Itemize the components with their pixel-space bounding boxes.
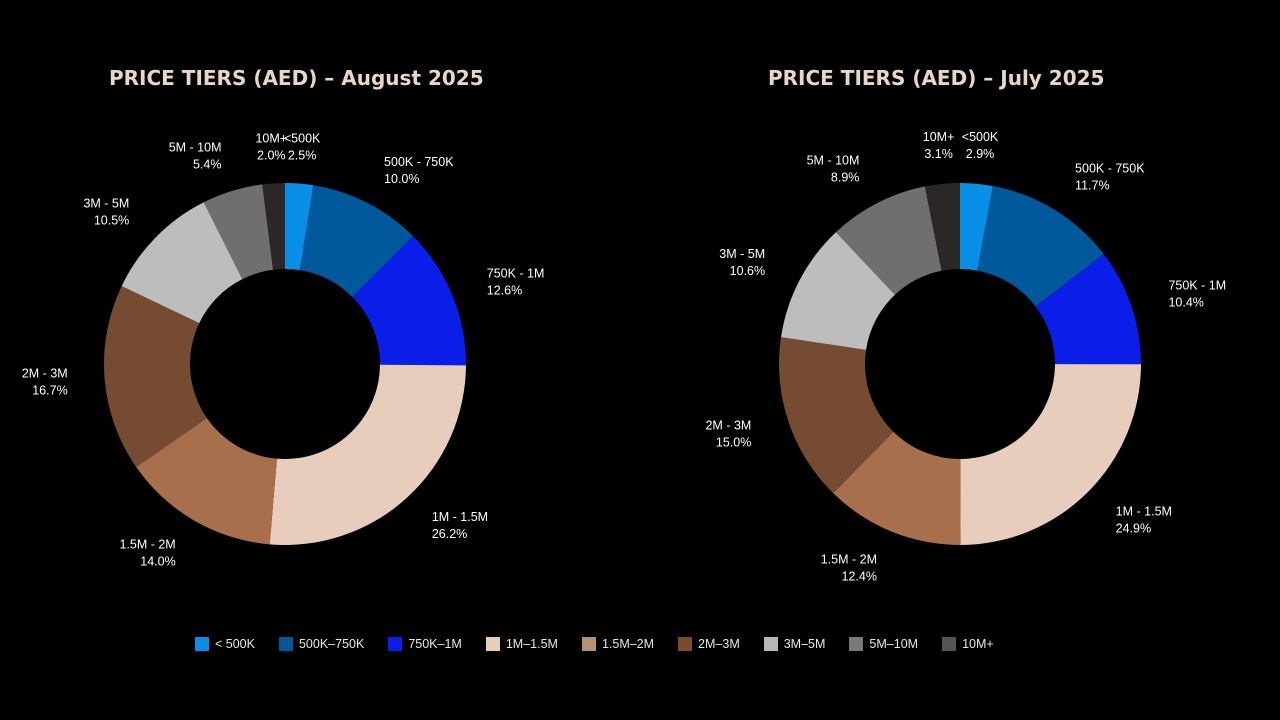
august-slice-1 <box>299 185 414 297</box>
august-slice-percent-3: 26.2% <box>432 527 467 541</box>
august-slice-label-8: 10M+ <box>255 131 287 145</box>
legend-swatch <box>388 637 403 651</box>
july-slice-percent-1: 11.7% <box>1075 178 1110 192</box>
august-slice-label-1: 500K - 750K <box>384 155 454 169</box>
legend-item-1: 500K–750K <box>278 637 365 651</box>
july-slice-label-7: 5M - 10M <box>807 153 860 167</box>
july-slice-label-0: <500K <box>962 130 999 144</box>
august-slice-3 <box>269 364 466 546</box>
legend-swatch <box>942 637 957 651</box>
july-slice-percent-4: 12.4% <box>842 570 877 584</box>
july-slice-percent-0: 2.9% <box>966 147 995 161</box>
legend-item-5: 2M–3M <box>678 637 740 651</box>
august-slice-percent-1: 10.0% <box>384 172 419 186</box>
legend-label: 2M–3M <box>698 637 740 651</box>
donut-chart-august: <500K 2.5% 500K - 750K 10.0% 750K - 1M 12.6% 1… <box>22 131 545 569</box>
legend: < 500K 500K–750K 750K–1M 1M–1.5M 1.5M–2M 2M–3… <box>195 634 1018 654</box>
legend-item-3: 1M–1.5M <box>485 637 558 651</box>
august-slice-8 <box>262 183 285 270</box>
august-slice-percent-4: 14.0% <box>140 555 175 569</box>
july-slice-2 <box>1035 254 1141 365</box>
legend-item-7: 5M–10M <box>849 637 918 651</box>
august-slice-percent-8: 2.0% <box>257 148 286 162</box>
chart-title-july: PRICE TIERS (AED) – July 2025 <box>768 66 1105 90</box>
july-slice-0 <box>960 183 993 271</box>
july-slice-label-5: 2M - 3M <box>705 419 751 433</box>
legend-label: 1M–1.5M <box>505 637 558 651</box>
july-slice-percent-5: 15.0% <box>716 436 751 450</box>
donut-chart-july: <500K 2.9% 500K - 750K 11.7% 750K - 1M 10.4% 1… <box>705 130 1226 584</box>
july-slice-label-2: 750K - 1M <box>1168 279 1226 293</box>
legend-item-8: 10M+ <box>942 637 994 651</box>
legend-swatch <box>849 637 864 651</box>
july-slice-1 <box>977 186 1104 307</box>
july-slice-3 <box>960 364 1141 545</box>
july-slice-label-1: 500K - 750K <box>1075 161 1145 175</box>
legend-label: 10M+ <box>962 637 994 651</box>
chart-title-august: PRICE TIERS (AED) – August 2025 <box>109 66 484 90</box>
legend-label: 500K–750K <box>298 637 365 651</box>
august-slice-percent-0: 2.5% <box>288 149 317 163</box>
july-slice-percent-2: 10.4% <box>1168 296 1203 310</box>
july-slice-4 <box>833 431 961 545</box>
july-slice-label-6: 3M - 5M <box>719 247 765 261</box>
august-slice-4 <box>136 418 277 545</box>
july-slice-label-3: 1M - 1.5M <box>1116 504 1172 518</box>
legend-label: 1.5M–2M <box>601 637 655 651</box>
august-slice-label-4: 1.5M - 2M <box>119 538 175 552</box>
july-slice-7 <box>835 186 942 295</box>
legend-label: 5M–10M <box>869 637 919 651</box>
july-slice-label-8: 10M+ <box>923 130 955 144</box>
august-slice-0 <box>285 183 314 271</box>
july-slice-percent-7: 8.9% <box>831 170 860 184</box>
july-slice-percent-6: 10.6% <box>730 264 765 278</box>
august-slice-label-2: 750K - 1M <box>487 266 545 280</box>
july-slice-5 <box>779 337 894 494</box>
legend-item-0: < 500K <box>195 637 255 651</box>
august-slice-percent-6: 10.5% <box>94 213 129 227</box>
august-slice-2 <box>352 236 466 366</box>
legend-swatch <box>581 637 596 651</box>
legend-swatch <box>278 637 293 651</box>
august-slice-7 <box>203 184 274 280</box>
legend-label: 750K–1M <box>408 637 462 651</box>
august-slice-percent-5: 16.7% <box>32 383 67 397</box>
august-slice-percent-7: 5.4% <box>193 157 222 171</box>
august-slice-label-7: 5M - 10M <box>169 140 222 154</box>
august-slice-label-0: <500K <box>284 132 321 146</box>
legend-label: 3M–5M <box>783 637 826 651</box>
august-slice-label-3: 1M - 1.5M <box>432 510 488 524</box>
legend-item-2: 750K–1M <box>388 637 462 651</box>
legend-swatch <box>485 637 500 651</box>
august-slice-percent-2: 12.6% <box>487 283 522 297</box>
legend-swatch <box>195 637 209 651</box>
legend-label: < 500K <box>215 637 255 651</box>
august-slice-6 <box>121 202 243 324</box>
august-slice-label-5: 2M - 3M <box>22 366 68 380</box>
july-slice-6 <box>781 232 895 350</box>
july-slice-8 <box>924 183 960 271</box>
july-slice-label-4: 1.5M - 2M <box>821 553 877 567</box>
legend-swatch <box>678 637 693 651</box>
august-slice-label-6: 3M - 5M <box>83 196 129 210</box>
july-slice-percent-3: 24.9% <box>1116 521 1151 535</box>
august-slice-5 <box>103 286 207 467</box>
legend-item-6: 3M–5M <box>763 637 826 651</box>
july-slice-percent-8: 3.1% <box>924 147 953 161</box>
legend-item-4: 1.5M–2M <box>581 637 655 651</box>
legend-swatch <box>763 637 778 651</box>
